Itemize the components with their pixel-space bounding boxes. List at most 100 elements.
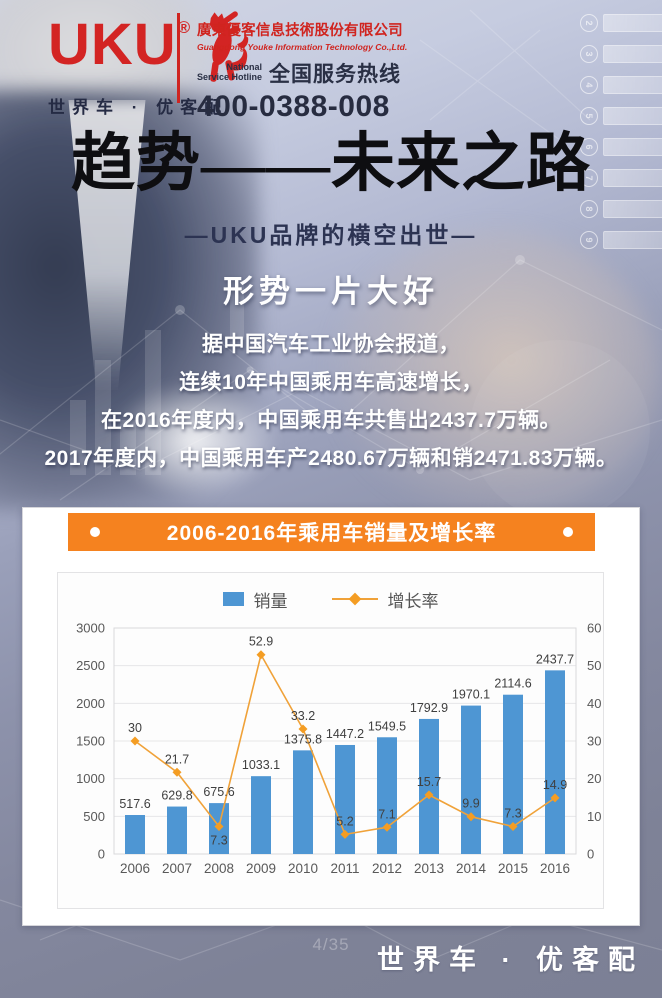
sales-label: 1549.5	[368, 719, 406, 733]
x-axis-label: 2015	[498, 861, 528, 876]
chart-title-bar: 2006-2016年乘用车销量及增长率	[68, 513, 595, 551]
growth-marker-2006	[130, 736, 140, 746]
growth-marker-2007	[172, 767, 182, 777]
growth-label: 7.1	[378, 807, 395, 821]
sales-label: 1970.1	[452, 688, 490, 702]
hotline-label-en: National Service Hotline	[197, 62, 263, 82]
growth-marker-2010	[298, 724, 308, 734]
registered-trademark-symbol: ®	[177, 18, 191, 37]
checklist-item-decoration: 4	[580, 76, 662, 94]
left-axis-tick: 500	[83, 809, 105, 824]
section-headline: 形势一片大好	[223, 274, 439, 309]
x-axis-label: 2008	[204, 861, 234, 876]
growth-label: 21.7	[165, 752, 189, 766]
left-axis-tick: 2000	[76, 696, 105, 711]
title-bar-dot-left	[90, 527, 100, 537]
checklist-item-decoration: 3	[580, 45, 662, 63]
body-line: 据中国汽车工业协会报道，	[202, 333, 460, 356]
legend-label-sales: 销量	[253, 591, 288, 611]
checklist-item-decoration: 6	[580, 138, 662, 156]
growth-marker-2015	[508, 822, 518, 832]
growth-marker-2013	[424, 790, 434, 800]
sales-label: 1033.1	[242, 758, 280, 772]
footer-brand-slogan: 世界车 · 优客配	[377, 945, 644, 975]
checklist-bar	[603, 45, 662, 63]
sales-label: 1792.9	[410, 701, 448, 715]
sales-label: 1375.8	[284, 732, 322, 746]
x-axis-label: 2014	[456, 861, 487, 876]
sales-label: 675.6	[203, 785, 234, 799]
sales-label: 517.6	[119, 797, 150, 811]
lion-rampant-icon	[210, 11, 249, 82]
x-axis-label: 2012	[372, 861, 402, 876]
left-axis-tick: 1500	[76, 734, 105, 749]
chart-card: 2006-2016年乘用车销量及增长率 销量 增长率 0 500 1000 1500 2…	[22, 507, 640, 926]
company-name-en: Guangdong Youke Information Technology C…	[197, 42, 408, 52]
growth-marker-2016	[550, 793, 560, 803]
growth-marker-2009	[256, 650, 266, 660]
title-bar-dot-right	[563, 527, 573, 537]
legend-item-growth: 增长率	[331, 587, 439, 612]
checklist-number: 4	[580, 76, 598, 94]
growth-label: 52.9	[249, 635, 273, 649]
growth-marker-2012	[382, 822, 392, 832]
sales-bar-2011	[335, 744, 355, 854]
growth-label: 15.7	[417, 775, 441, 789]
sales-label: 2437.7	[536, 652, 574, 666]
sales-bar-2010	[293, 750, 313, 854]
right-axis-tick: 40	[587, 696, 601, 711]
checklist-bar	[603, 231, 662, 249]
x-axis-label: 2011	[330, 861, 359, 876]
body-line: 2017年度内，中国乘用车产2480.67万辆和销2471.83万辆。	[44, 447, 618, 470]
diamond-marker-icon	[348, 592, 361, 606]
checklist-bar	[603, 200, 662, 218]
checklist-number: 2	[580, 14, 598, 32]
sales-swatch-icon	[222, 592, 244, 606]
left-axis-tick: 1000	[76, 771, 105, 786]
checklist-item-decoration: 8	[580, 200, 662, 218]
sales-bar-2016	[545, 670, 565, 854]
legend-label-growth: 增长率	[387, 591, 439, 611]
checklist-bar	[603, 76, 662, 94]
x-axis-label: 2006	[120, 861, 150, 876]
left-axis-tick: 3000	[76, 621, 105, 636]
x-axis-label: 2013	[414, 861, 444, 876]
sales-label: 1447.2	[326, 727, 364, 741]
growth-label: 30	[128, 721, 142, 735]
hotline-label-cn: 全国服务热线	[269, 63, 402, 86]
left-axis-tick: 0	[98, 847, 105, 862]
right-axis-tick: 0	[587, 847, 594, 862]
sales-bar-2012	[377, 737, 397, 854]
sales-growth-chart: 0 500 1000 1500 2000 2500 3000 0 10 20 30 40 50 60 517…	[76, 621, 601, 877]
checklist-bar	[603, 138, 662, 156]
chart-panel: 销量 增长率 0 500 1000 1500 2000 2500 3000 0 10 20 30 40…	[57, 572, 604, 909]
x-axis-label: 2016	[540, 861, 570, 876]
chart-title: 2006-2016年乘用车销量及增长率	[166, 522, 497, 545]
growth-line-icon	[331, 592, 378, 606]
header-red-divider	[177, 13, 180, 103]
sales-label: 2114.6	[494, 677, 531, 691]
growth-label: 9.9	[462, 797, 479, 811]
growth-marker-2014	[466, 812, 476, 822]
chart-legend: 销量 增长率	[58, 586, 603, 612]
uku-logo-text: UKU	[48, 12, 177, 77]
sales-label: 629.8	[161, 789, 192, 803]
x-axis-label: 2010	[288, 861, 318, 876]
checklist-item-decoration: 2	[580, 14, 662, 32]
x-axis-label: 2009	[246, 861, 276, 876]
growth-label: 7.3	[210, 834, 227, 848]
checklist-item-decoration: 9	[580, 231, 662, 249]
body-line: 连续10年中国乘用车高速增长，	[179, 371, 483, 394]
x-axis-label: 2007	[162, 861, 192, 876]
page-number: 4/35	[312, 935, 350, 954]
company-block: 廣東優客信息技術股份有限公司 Guangdong Youke Informati…	[197, 19, 427, 124]
right-axis-tick: 60	[587, 621, 601, 636]
checklist-item-decoration: 5	[580, 107, 662, 125]
growth-label: 5.2	[336, 814, 353, 828]
right-axis-tick: 50	[587, 658, 601, 673]
checklist-bar	[603, 169, 662, 187]
page-title: 趋势——未来之路	[71, 128, 591, 199]
growth-label: 14.9	[543, 778, 567, 792]
company-name-cn: 廣東優客信息技術股份有限公司	[197, 23, 403, 39]
